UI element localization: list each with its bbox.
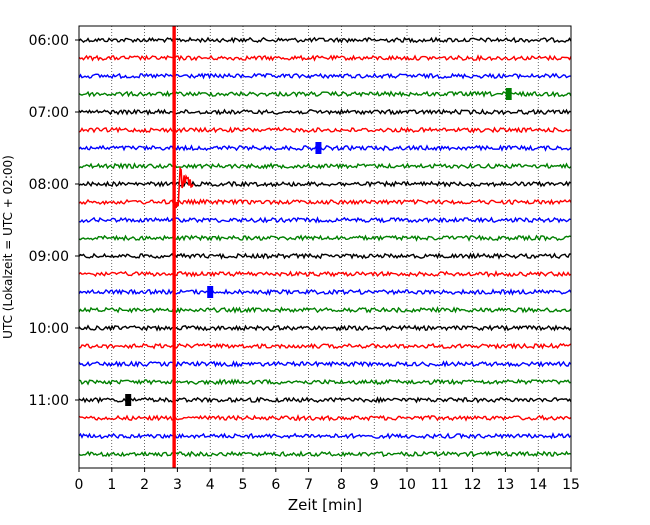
event-spike bbox=[125, 394, 132, 406]
y-tick-label: 07:00 bbox=[29, 105, 69, 121]
y-ticks: 06:00 07:00 08:00 09:00 10:00 11:00 bbox=[29, 33, 79, 409]
trace-0700 bbox=[78, 108, 572, 116]
x-tick-label: 11 bbox=[431, 477, 449, 493]
x-tick-label: 10 bbox=[398, 477, 416, 493]
plot-frame bbox=[78, 25, 572, 469]
trace-0630 bbox=[78, 72, 571, 80]
trace-1115 bbox=[78, 414, 572, 422]
trace-0645 bbox=[78, 90, 572, 98]
trace-0900 bbox=[78, 252, 572, 260]
x-tick-label: 13 bbox=[496, 477, 514, 493]
x-axis-label: Zeit [min] bbox=[288, 496, 362, 514]
trace-1100 bbox=[78, 396, 572, 404]
trace-0730 bbox=[78, 144, 572, 152]
trace-0745 bbox=[78, 162, 572, 170]
trace-1045 bbox=[78, 378, 572, 386]
x-tick-label: 7 bbox=[304, 477, 313, 493]
x-tick-label: 2 bbox=[140, 477, 149, 493]
y-tick-label: 10:00 bbox=[29, 321, 69, 337]
trace-1145 bbox=[78, 450, 572, 458]
x-tick-label: 9 bbox=[370, 477, 379, 493]
trace-1000 bbox=[78, 324, 572, 332]
trace-1015 bbox=[79, 342, 572, 350]
event-spike bbox=[315, 142, 322, 154]
y-axis-label: UTC (Lokalzeit = UTC + 02:00) bbox=[1, 155, 15, 339]
trace-1130 bbox=[78, 432, 572, 440]
event-layer bbox=[125, 26, 512, 468]
x-tick-label: 14 bbox=[529, 477, 547, 493]
trace-0715 bbox=[78, 126, 572, 134]
trace-0915 bbox=[78, 270, 572, 278]
trace-0930 bbox=[78, 288, 572, 296]
x-tick-label: 12 bbox=[464, 477, 482, 493]
y-tick-label: 11:00 bbox=[29, 393, 69, 409]
x-ticks: 0 1 2 3 4 5 6 7 8 9 10 11 12 13 14 15 bbox=[75, 468, 580, 493]
event-spike bbox=[207, 286, 214, 298]
trace-1030 bbox=[78, 360, 572, 368]
trace-0830 bbox=[78, 216, 572, 224]
trace-0615 bbox=[78, 54, 572, 62]
x-tick-label: 5 bbox=[239, 477, 248, 493]
trace-0845 bbox=[78, 234, 572, 242]
x-tick-label: 15 bbox=[562, 477, 580, 493]
y-tick-label: 06:00 bbox=[29, 33, 69, 49]
trace-layer bbox=[78, 36, 572, 458]
x-tick-label: 6 bbox=[271, 477, 280, 493]
trace-0815 bbox=[78, 198, 572, 206]
event-spike bbox=[505, 88, 512, 100]
x-tick-label: 0 bbox=[75, 477, 84, 493]
earthquake-burst bbox=[173, 166, 194, 209]
trace-0600 bbox=[78, 36, 572, 44]
x-tick-label: 8 bbox=[337, 477, 346, 493]
trace-0800 bbox=[78, 180, 572, 188]
x-tick-label: 3 bbox=[173, 477, 182, 493]
x-tick-label: 4 bbox=[206, 477, 215, 493]
y-tick-label: 09:00 bbox=[29, 249, 69, 265]
x-tick-label: 1 bbox=[107, 477, 116, 493]
trace-0945 bbox=[78, 305, 572, 314]
y-tick-label: 08:00 bbox=[29, 177, 69, 193]
